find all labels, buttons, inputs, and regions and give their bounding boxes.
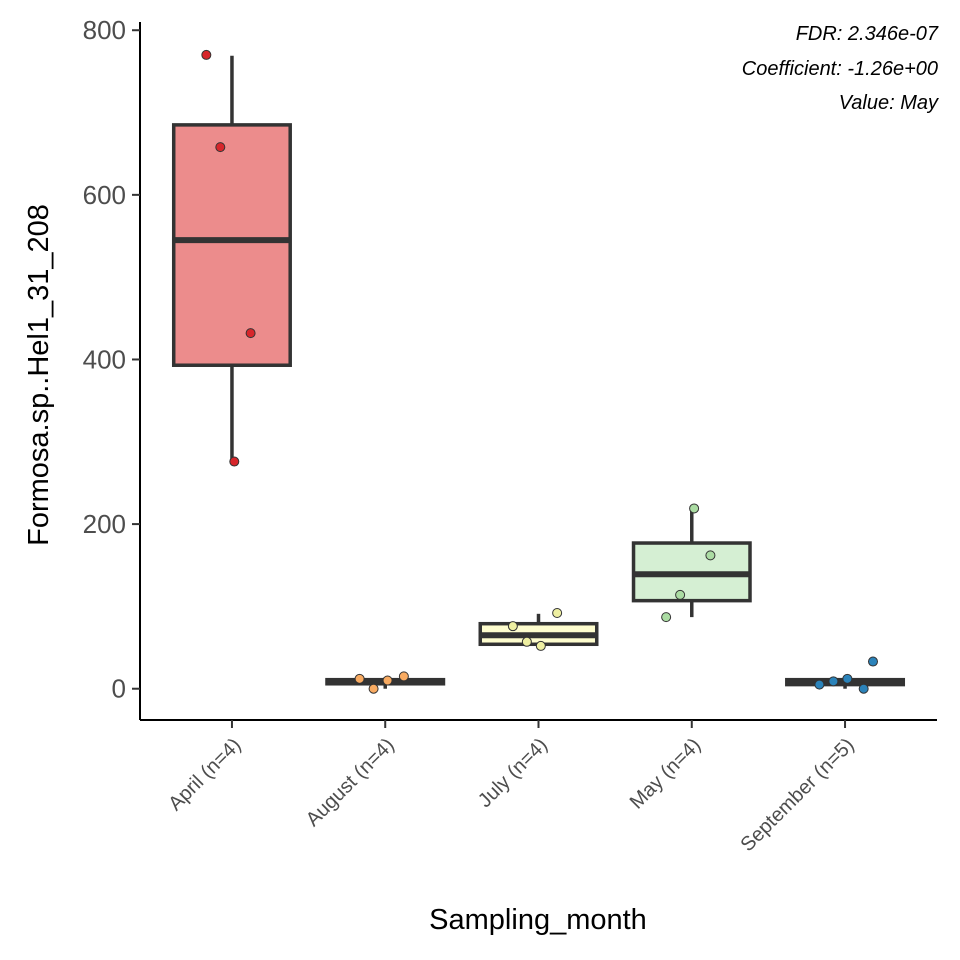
group-2-point-4	[382, 675, 393, 686]
group-4-x-tick-label: May (n=4)	[626, 734, 706, 814]
group-3-point-1	[507, 621, 518, 632]
group-2-point-1	[354, 673, 365, 684]
group-5-point-3	[858, 683, 869, 694]
annotation-fdr: FDR: 2.346e-07	[796, 23, 939, 45]
group-5-x-tick-label: September (n=5)	[736, 734, 858, 856]
y-tick-label-0: 0	[112, 674, 126, 704]
group-4-point-4	[689, 503, 700, 514]
points-layer	[201, 49, 878, 694]
group-1-box	[171, 123, 292, 367]
group-5-point-5	[867, 656, 878, 667]
y-axis-title: Formosa.sp..Hel1_31_208	[23, 204, 55, 546]
group-3-point-3	[552, 607, 563, 618]
group-3-point-2	[521, 636, 532, 647]
group-1-point-4	[229, 456, 240, 467]
group-4-point-3	[705, 550, 716, 561]
group-5-point-1	[814, 679, 825, 690]
annotation-coefficient: Coefficient: -1.26e+00	[742, 58, 938, 80]
group-3-x-tick-label: July (n=4)	[474, 734, 552, 812]
group-2-x-tick-label: August (n=4)	[302, 734, 399, 831]
group-3-point-4	[535, 640, 546, 651]
group-1-x-tick-label: April (n=4)	[164, 734, 245, 815]
group-4-point-1	[661, 612, 672, 623]
boxes-layer	[171, 55, 906, 689]
group-4-point-2	[675, 589, 686, 600]
axes-layer	[132, 22, 937, 728]
group-2-point-3	[398, 671, 409, 682]
group-1-point-2	[215, 142, 226, 153]
y-tick-label-200: 200	[83, 509, 126, 539]
y-tick-label-800: 800	[83, 15, 126, 45]
annotation-value: Value: May	[839, 92, 939, 114]
group-5-point-2	[828, 676, 839, 687]
group-1-point-3	[245, 328, 256, 339]
y-tick-label-400: 400	[83, 344, 126, 374]
group-1-point-1	[201, 49, 212, 60]
y-tick-label-600: 600	[83, 180, 126, 210]
group-5-point-4	[842, 673, 853, 684]
group-2-point-2	[368, 683, 379, 694]
x-axis-title: Sampling_month	[429, 904, 647, 936]
